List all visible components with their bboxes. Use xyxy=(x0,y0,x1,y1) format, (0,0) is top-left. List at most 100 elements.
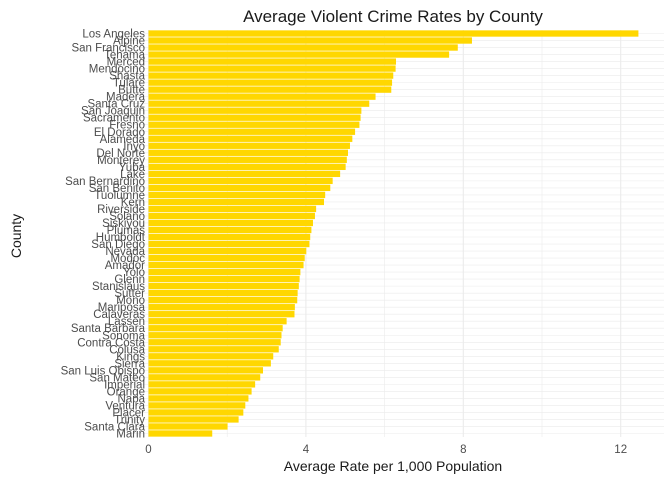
y-tick-label: Riverside xyxy=(97,204,145,216)
y-tick-label: Mono xyxy=(116,295,145,307)
bar-lassen xyxy=(148,318,287,325)
y-tick-label: Inyo xyxy=(123,141,145,153)
bar-del-norte xyxy=(148,149,349,156)
bar-stanislaus xyxy=(148,282,299,290)
y-tick-label: Lassen xyxy=(108,316,145,328)
y-tick-label: Colusa xyxy=(109,344,145,356)
y-tick-label: Mendocino xyxy=(89,64,145,76)
bar-solano xyxy=(148,212,315,220)
bar-kings xyxy=(148,353,274,360)
y-tick-label: San Mateo xyxy=(89,372,145,384)
bar-sierra xyxy=(148,360,271,367)
bar-tulare xyxy=(148,79,393,86)
y-tick-label: Stanislaus xyxy=(92,281,145,293)
y-tick-label: San Bernardino xyxy=(65,176,145,188)
y-tick-label: Sierra xyxy=(114,358,145,370)
y-axis-title: County xyxy=(8,214,24,258)
x-tick-label: 8 xyxy=(460,444,466,456)
y-tick-label: Trinity xyxy=(114,414,145,426)
y-tick-label: Placer xyxy=(112,407,145,419)
x-tick-labels: 0 4 8 12 xyxy=(145,444,627,456)
bar-siskiyou xyxy=(148,219,313,227)
y-tick-label: Alameda xyxy=(100,134,146,146)
y-tick-label: Tulare xyxy=(113,78,145,90)
y-tick-label: Tehama xyxy=(104,50,146,62)
bar-fresno xyxy=(148,121,360,128)
y-tick-label: Kings xyxy=(116,351,145,363)
bar-san-francisco xyxy=(148,44,458,51)
y-tick-label: Ventura xyxy=(105,400,145,412)
bar-el-dorado xyxy=(148,128,356,135)
bar-madera xyxy=(148,93,376,100)
bar-san-joaquin xyxy=(148,107,362,114)
bar-butte xyxy=(148,86,392,93)
bar-los-angeles xyxy=(148,30,639,37)
x-axis-title: Average Rate per 1,000 Population xyxy=(284,458,502,474)
y-tick-label: San Francisco xyxy=(71,43,145,55)
bar-santa-cruz xyxy=(148,100,370,107)
bar-santa-barbara xyxy=(148,325,283,332)
y-tick-label: Shasta xyxy=(109,71,145,83)
bar-tehama xyxy=(148,51,450,58)
y-tick-label: Del Norte xyxy=(96,148,145,160)
y-tick-label: Calaveras xyxy=(93,309,145,321)
bar-san-benito xyxy=(148,184,331,192)
y-tick-label: Modoc xyxy=(110,253,145,265)
bars xyxy=(148,30,639,437)
y-tick-label: Napa xyxy=(118,393,146,405)
y-tick-label: Amador xyxy=(105,260,145,272)
y-tick-label: Sutter xyxy=(114,288,145,300)
bar-modoc xyxy=(148,254,305,262)
y-tick-label: Solano xyxy=(109,211,145,223)
y-tick-label: Sonoma xyxy=(102,330,145,342)
x-tick-label: 12 xyxy=(614,444,627,456)
y-tick-label: Santa Clara xyxy=(84,421,145,433)
chart-title: Average Violent Crime Rates by County xyxy=(243,7,543,26)
y-tick-label: Siskiyou xyxy=(102,218,145,230)
y-tick-label: Tuolumne xyxy=(94,190,145,202)
bar-kern xyxy=(148,198,325,206)
bar-sutter xyxy=(148,289,298,297)
bar-contra-costa xyxy=(148,339,281,346)
bar-inyo xyxy=(148,142,350,149)
bar-alpine xyxy=(148,37,472,44)
y-tick-label: San Benito xyxy=(89,183,145,195)
bar-placer xyxy=(148,409,244,416)
bar-marin xyxy=(148,430,213,437)
bar-sonoma xyxy=(148,332,282,339)
y-tick-label: Plumas xyxy=(107,225,146,237)
y-tick-label: Imperial xyxy=(104,379,145,391)
y-tick-label: Kern xyxy=(121,197,145,209)
bar-mendocino xyxy=(148,65,396,72)
bar-santa-clara xyxy=(148,423,228,430)
bar-trinity xyxy=(148,416,239,423)
bar-alameda xyxy=(148,135,353,142)
y-tick-label: Santa Barbara xyxy=(71,323,146,335)
bar-merced xyxy=(148,58,397,65)
bar-imperial xyxy=(148,381,256,388)
y-tick-label: Sacramento xyxy=(83,113,145,125)
bar-yolo xyxy=(148,268,301,276)
bar-glenn xyxy=(148,275,300,283)
y-tick-label: San Luis Obispo xyxy=(61,365,145,377)
bar-calaveras xyxy=(148,311,295,318)
y-tick-label: Mariposa xyxy=(98,302,146,314)
bar-amador xyxy=(148,261,304,269)
y-tick-label: Santa Cruz xyxy=(87,99,145,111)
bar-colusa xyxy=(148,346,279,353)
y-tick-label: Merced xyxy=(107,57,145,69)
bar-sacramento xyxy=(148,114,361,121)
y-tick-label: Contra Costa xyxy=(77,337,145,349)
bar-lake xyxy=(148,170,341,178)
y-tick-label: El Dorado xyxy=(94,127,145,139)
bar-humboldt xyxy=(148,233,311,241)
bar-mono xyxy=(148,297,298,304)
bar-orange xyxy=(148,388,252,395)
bar-mariposa xyxy=(148,304,295,311)
y-tick-label: Alpine xyxy=(113,36,145,48)
x-tick-label: 4 xyxy=(303,444,310,456)
y-tick-label: Humboldt xyxy=(96,232,146,244)
y-tick-label: Orange xyxy=(107,386,145,398)
bar-san-diego xyxy=(148,240,310,248)
